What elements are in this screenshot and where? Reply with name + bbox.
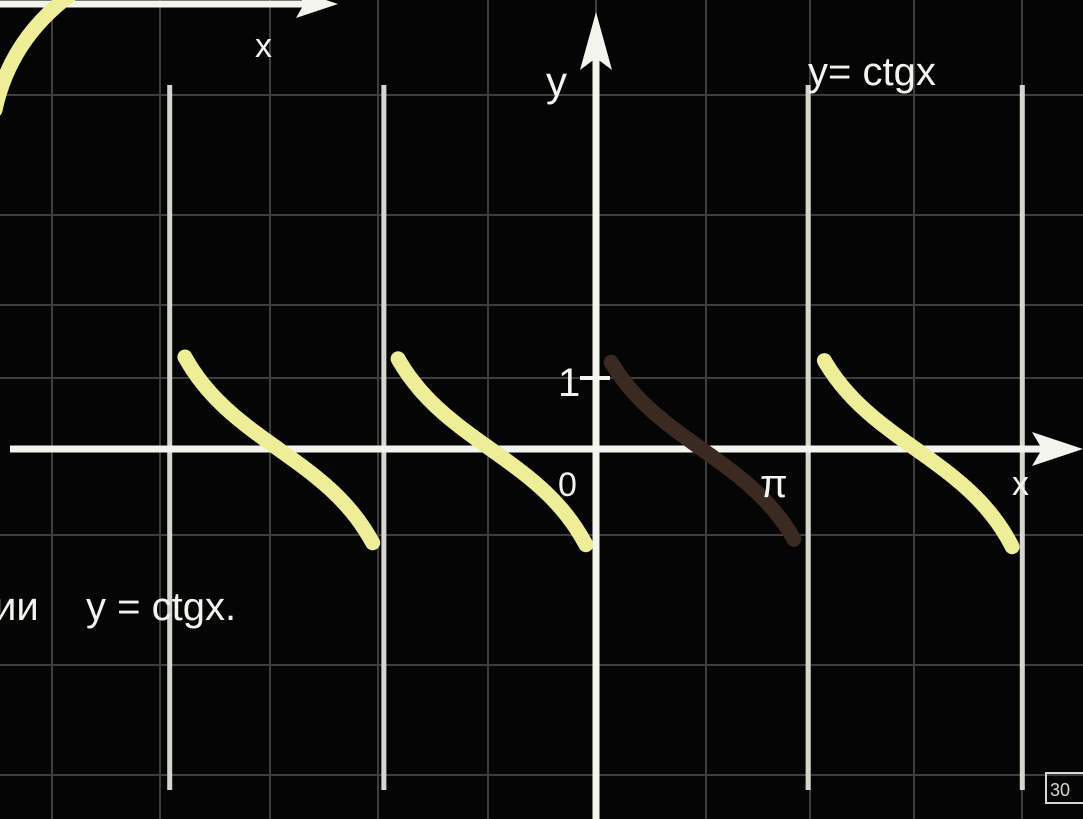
cot-branch bbox=[390, 351, 594, 553]
top-x-axis-label: x bbox=[255, 27, 272, 65]
origin-label: 0 bbox=[558, 466, 577, 504]
caption-fragment: ии bbox=[0, 585, 39, 629]
pi-tick-label: π bbox=[760, 462, 788, 506]
top-axis-arrowhead bbox=[296, 0, 338, 18]
caption-formula: y = ctgx. bbox=[86, 585, 236, 629]
asymptotes bbox=[167, 85, 1025, 790]
cot-branch bbox=[177, 349, 381, 551]
cot-branch-highlighted bbox=[603, 354, 802, 547]
labels: x y y= ctgx 1 0 π x ии y = ctgx. bbox=[0, 27, 1029, 629]
x-axis-arrowhead bbox=[1032, 432, 1083, 466]
curves bbox=[0, 0, 1020, 555]
chart-title: y= ctgx bbox=[808, 50, 936, 94]
cot-branch bbox=[816, 353, 1020, 555]
cot-branch-partial bbox=[0, 0, 76, 116]
y-tick-label-one: 1 bbox=[558, 361, 580, 405]
badge-text: 30 bbox=[1050, 780, 1070, 800]
y-axis-arrowhead bbox=[580, 12, 612, 70]
x-axis-label: x bbox=[1012, 465, 1029, 503]
y-axis-label: y bbox=[546, 58, 567, 105]
frame-number-badge: 30 bbox=[1045, 772, 1083, 804]
